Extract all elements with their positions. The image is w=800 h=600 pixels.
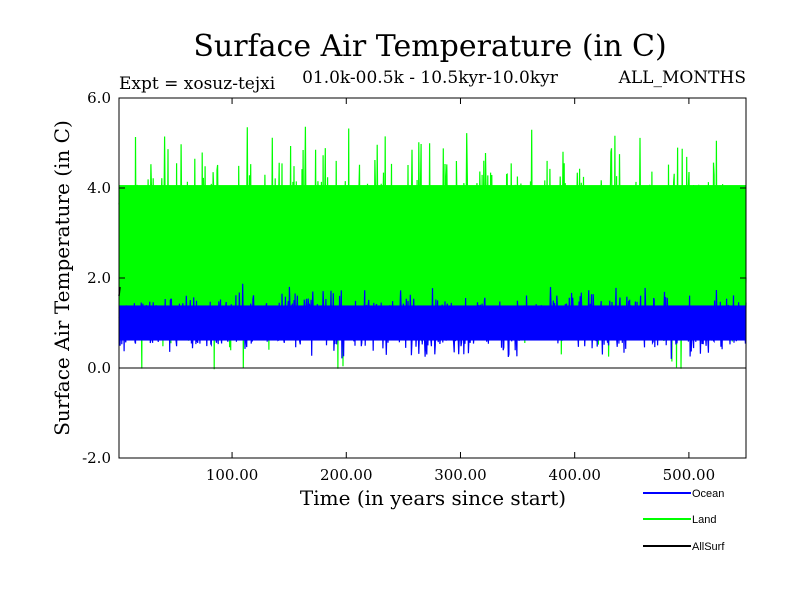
legend: Ocean Land AllSurf — [643, 488, 725, 553]
y-tick-label: -2.0 — [82, 449, 111, 467]
y-tick-label: 2.0 — [87, 269, 111, 287]
x-tick-label: 400.00 — [548, 466, 601, 484]
x-tick-label: 300.00 — [434, 466, 487, 484]
months-label: ALL_MONTHS — [618, 68, 746, 88]
y-axis-label: Surface Air Temperature (in C) — [50, 120, 74, 436]
ocean-line — [118, 283, 747, 359]
x-tick-label: 500.00 — [663, 466, 716, 484]
chart-title: Surface Air Temperature (in C) — [193, 29, 666, 64]
x-axis-label: Time (in years since start) — [300, 486, 566, 510]
y-tick-label: 0.0 — [87, 359, 111, 377]
legend-label-ocean: Ocean — [692, 488, 724, 500]
y-axis: -2.0 0.0 2.0 4.0 6.0 — [82, 89, 746, 467]
ocean-series — [118, 283, 747, 359]
x-tick-label: 100.00 — [206, 466, 259, 484]
y-tick-label: 4.0 — [87, 179, 111, 197]
legend-label-land: Land — [692, 514, 716, 526]
legend-label-allsurf: AllSurf — [692, 541, 725, 553]
experiment-label: Expt = xosuz-tejxi — [119, 74, 276, 94]
x-axis: 100.00 200.00 300.00 400.00 500.00 — [206, 98, 715, 484]
x-tick-label: 200.00 — [320, 466, 373, 484]
period-label: 01.0k-00.5k - 10.5kyr-10.0kyr — [302, 68, 559, 88]
land-line — [118, 126, 747, 370]
y-tick-label: 6.0 — [87, 89, 111, 107]
